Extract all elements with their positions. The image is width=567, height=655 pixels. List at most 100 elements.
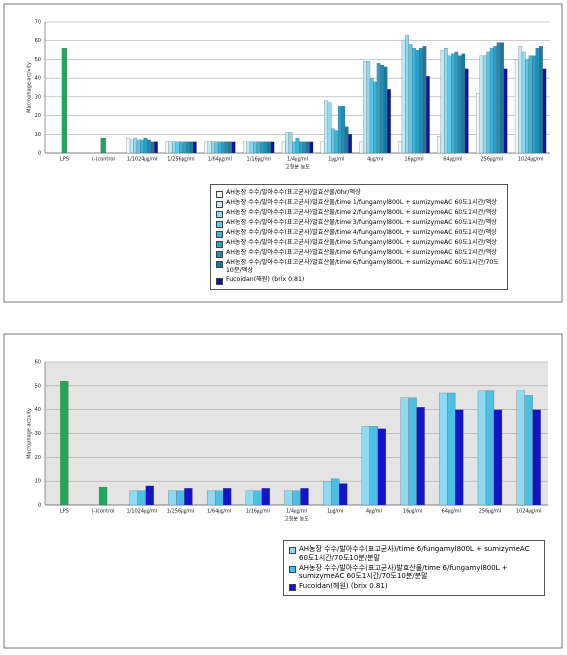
y-tick-label: 70 bbox=[35, 20, 41, 26]
bar bbox=[532, 55, 536, 154]
bar bbox=[447, 392, 456, 506]
y-tick-label: 30 bbox=[35, 94, 41, 100]
y-tick-label: 20 bbox=[35, 455, 41, 461]
y-tick-label: 40 bbox=[35, 407, 41, 413]
bar bbox=[419, 48, 423, 154]
bar bbox=[331, 478, 340, 506]
bar bbox=[376, 63, 381, 154]
bar bbox=[140, 139, 144, 154]
x-axis-label: 고형분 농도 bbox=[285, 164, 310, 171]
bar bbox=[416, 407, 425, 506]
bar bbox=[179, 141, 183, 154]
bar bbox=[214, 141, 219, 154]
x-tick-label: 1㎍/ml bbox=[328, 157, 344, 164]
bar bbox=[447, 55, 452, 154]
x-tick-label: 4㎍/ml bbox=[367, 157, 383, 164]
bar bbox=[295, 137, 300, 154]
bar bbox=[535, 48, 540, 154]
bar bbox=[206, 490, 216, 506]
bar bbox=[503, 68, 508, 154]
y-tick-label: 20 bbox=[35, 113, 41, 119]
bar bbox=[228, 141, 233, 154]
bar bbox=[137, 490, 146, 506]
bar bbox=[369, 78, 374, 154]
bar bbox=[496, 42, 501, 154]
x-tick-label: 1/4㎍/ml bbox=[287, 157, 308, 164]
bar bbox=[186, 141, 190, 154]
legend-item: AH농장 수수/발아수수(표고균사)발효산물/time 5/fungamyl80… bbox=[216, 239, 502, 248]
x-tick-label: 16㎍/ml bbox=[403, 509, 422, 516]
x-tick-label: 1/16㎍/ml bbox=[246, 509, 270, 516]
bar bbox=[182, 141, 187, 154]
bar bbox=[401, 40, 406, 154]
x-tick-label: 256㎍/ml bbox=[479, 509, 502, 516]
y-tick-label: 10 bbox=[35, 479, 41, 485]
bar bbox=[344, 126, 349, 154]
bar bbox=[168, 490, 177, 506]
x-tick-label: 1/1024㎍/ml bbox=[127, 157, 158, 164]
y-tick-label: 10 bbox=[35, 132, 41, 138]
bar bbox=[249, 141, 254, 154]
bar bbox=[281, 141, 286, 154]
bar bbox=[211, 141, 215, 154]
legend-item: Fucoidan(해원) (brix 0.81) bbox=[216, 276, 502, 285]
y-axis-label: Macrophage activity bbox=[27, 62, 33, 113]
bar bbox=[323, 481, 332, 506]
bar bbox=[348, 134, 353, 154]
bar bbox=[60, 380, 69, 506]
y-tick-label: 60 bbox=[35, 38, 41, 44]
bar bbox=[61, 48, 68, 154]
bar bbox=[222, 488, 232, 506]
x-tick-label: 1/64㎍/ml bbox=[208, 157, 232, 164]
x-tick-label: 64㎍/ml bbox=[443, 157, 462, 164]
bar bbox=[485, 390, 495, 506]
legend-item: AH농장 수수/발아수수(표고균사)발효산물/time 6/fungamyl80… bbox=[216, 249, 502, 258]
legend-label: AH농장 수수/발아수수(표고균사)발효산물/time 6/fungamyl80… bbox=[299, 563, 508, 581]
y-axis-label: Macrophage activity bbox=[27, 408, 33, 459]
bar bbox=[288, 132, 293, 154]
bar bbox=[482, 55, 487, 154]
bar bbox=[493, 46, 498, 154]
bar bbox=[143, 137, 148, 154]
legend: AH농장 수수/발아수수(표고균사)발효산물/0hr/액상 AH농장 수수/발아수… bbox=[210, 184, 508, 290]
bar bbox=[327, 102, 332, 154]
bar bbox=[362, 61, 367, 154]
bar bbox=[214, 490, 224, 506]
bar bbox=[425, 76, 430, 154]
bar bbox=[306, 141, 310, 154]
legend-item: AH농장 수수/발아수수(표고균사)발효산물/time 3/fungamyl80… bbox=[216, 219, 502, 228]
bar bbox=[217, 141, 222, 154]
legend-swatch bbox=[216, 251, 223, 258]
legend-swatch bbox=[289, 565, 296, 573]
bar bbox=[98, 487, 108, 506]
bar bbox=[486, 51, 491, 154]
x-tick-label: 256㎍/ml bbox=[480, 157, 503, 164]
legend-label: AH농장 수수/발아수수(표고균사)발효산물/time 6/fungamyl80… bbox=[226, 249, 497, 256]
x-tick-label: 1024㎍/ml bbox=[516, 509, 542, 516]
bar bbox=[253, 490, 262, 506]
y-tick-label: 0 bbox=[38, 151, 41, 157]
bar bbox=[133, 137, 138, 154]
plot-area bbox=[45, 22, 550, 153]
bar bbox=[373, 81, 378, 154]
bar bbox=[324, 100, 328, 154]
bar bbox=[439, 392, 448, 506]
x-tick-label: 64㎍/ml bbox=[442, 509, 461, 516]
bar bbox=[479, 55, 484, 154]
y-tick-label: 60 bbox=[35, 360, 41, 366]
bar bbox=[476, 92, 480, 154]
bar bbox=[245, 490, 254, 506]
bar bbox=[408, 397, 417, 506]
bar bbox=[405, 34, 409, 154]
bar bbox=[285, 132, 289, 154]
bar bbox=[457, 55, 462, 154]
legend-label: AH농장 수수/발아수수(표고균사)발효산물/time 3/fungamyl80… bbox=[226, 219, 497, 226]
bar bbox=[126, 137, 131, 154]
x-tick-label: (-)control bbox=[92, 509, 115, 515]
panel bbox=[3, 3, 563, 303]
bar bbox=[284, 490, 293, 506]
legend-label: Fucoidan(해원) (brix 0.81) bbox=[299, 582, 388, 590]
legend-label: Fucoidan(해원) (brix 0.81) bbox=[226, 275, 305, 283]
bar bbox=[339, 483, 348, 506]
bar bbox=[489, 48, 494, 154]
